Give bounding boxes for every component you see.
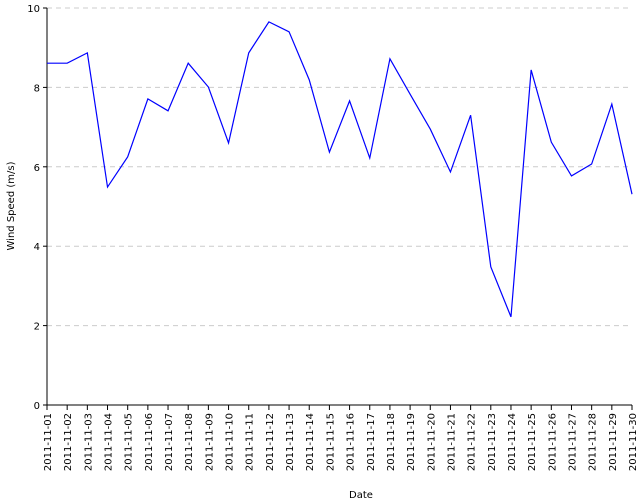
- x-tick-label: 2011-11-21: [446, 413, 457, 471]
- x-tick-label: 2011-11-26: [547, 413, 558, 471]
- x-tick-label: 2011-11-09: [204, 413, 215, 471]
- x-tick-label: 2011-11-12: [265, 413, 276, 471]
- x-tick-label: 2011-11-07: [164, 413, 175, 471]
- y-tick-label: 8: [34, 83, 40, 94]
- data-line: [47, 21, 633, 318]
- x-tick-label: 2011-11-20: [426, 413, 437, 471]
- x-tick-label: 2011-11-10: [225, 413, 236, 471]
- x-tick-label: 2011-11-30: [628, 413, 639, 471]
- y-tick-label: 4: [34, 242, 40, 253]
- x-tick-label: 2011-11-14: [305, 413, 316, 471]
- x-tick-label: 2011-11-28: [588, 413, 599, 471]
- x-tick-label: 2011-11-06: [144, 413, 155, 471]
- x-tick-label: 2011-11-08: [184, 413, 195, 471]
- x-tick-label: 2011-11-18: [386, 413, 397, 471]
- x-tick-label: 2011-11-04: [104, 413, 115, 471]
- x-tick-label: 2011-11-22: [467, 413, 478, 471]
- x-tick-label: 2011-11-05: [124, 413, 135, 471]
- x-tick-label: 2011-11-29: [608, 413, 619, 471]
- y-axis-label: Wind Speed (m/s): [6, 161, 17, 250]
- x-tick-label: 2011-11-16: [346, 413, 357, 471]
- x-tick-label: 2011-11-27: [567, 413, 578, 471]
- x-tick-label: 2011-11-02: [63, 413, 74, 471]
- x-tick-label: 2011-11-03: [83, 413, 94, 471]
- y-tick-label: 6: [34, 163, 40, 174]
- y-tick-label: 0: [34, 401, 40, 412]
- x-tick-label: 2011-11-24: [507, 413, 518, 471]
- y-tick-label: 2: [34, 322, 40, 333]
- x-tick-label: 2011-11-23: [487, 413, 498, 471]
- x-tick-label: 2011-11-17: [366, 413, 377, 471]
- x-tick-label: 2011-11-25: [527, 413, 538, 471]
- x-tick-label: 2011-11-15: [325, 413, 336, 471]
- x-tick-label: 2011-11-01: [43, 413, 54, 471]
- x-tick-label: 2011-11-13: [285, 413, 296, 471]
- x-tick-label: 2011-11-11: [245, 413, 256, 471]
- x-tick-label: 2011-11-19: [406, 413, 417, 471]
- y-tick-label: 10: [27, 4, 40, 15]
- x-axis-label: Date: [349, 490, 373, 501]
